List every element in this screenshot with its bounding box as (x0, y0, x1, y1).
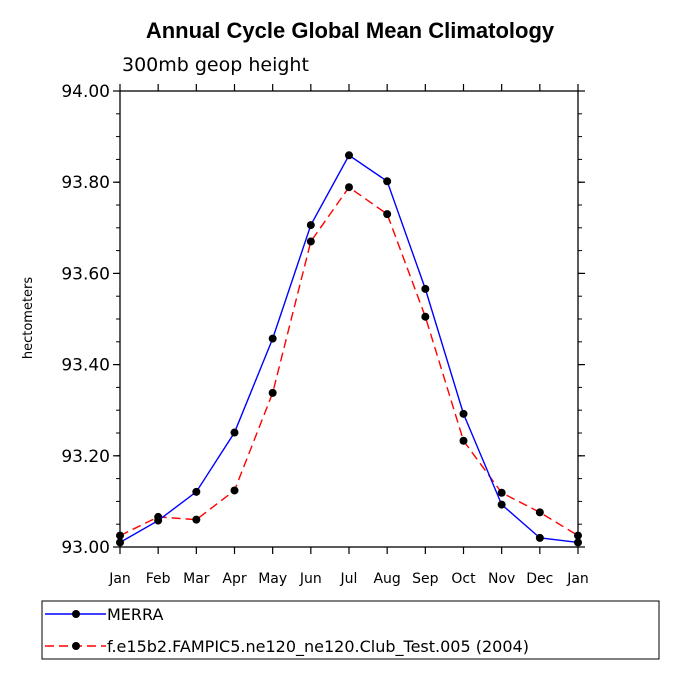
series-layer (116, 151, 582, 547)
x-tick-label: Jul (340, 571, 358, 587)
chart-title: Annual Cycle Global Mean Climatology (146, 18, 555, 43)
data-point (154, 516, 163, 525)
data-point (192, 515, 201, 524)
legend-box (41, 600, 660, 660)
data-point (497, 488, 506, 497)
legend-marker-0 (72, 610, 80, 618)
axis-ticks (113, 84, 585, 554)
data-point (230, 486, 239, 495)
x-tick-label: Jan (566, 571, 589, 587)
data-point (421, 312, 430, 321)
x-tick-label: Aug (373, 571, 400, 587)
data-point (116, 531, 124, 540)
data-point (383, 177, 392, 186)
x-tick-label: Feb (146, 571, 171, 587)
x-tick-label: Apr (222, 571, 246, 587)
x-tick-label: Oct (451, 571, 476, 587)
data-point (497, 500, 506, 509)
legend-marker-1 (72, 642, 80, 650)
x-tick-label: May (258, 571, 287, 587)
data-point (535, 533, 544, 542)
y-tick-label: 93.60 (61, 264, 110, 284)
data-point (268, 388, 277, 397)
x-tick-label: Jun (299, 571, 322, 587)
data-point (574, 538, 582, 547)
y-axis-label: hectometers (21, 277, 36, 360)
data-point (574, 531, 582, 540)
x-tick-labels: Jan Feb Mar Apr May Jun Jul Aug Sep Oct Nov Dec Jan (108, 571, 589, 587)
plot-frame (119, 90, 579, 548)
data-point (345, 183, 353, 192)
y-tick-label: 93.20 (61, 447, 110, 467)
x-tick-label: Jan (108, 571, 131, 587)
data-point (116, 538, 124, 547)
chart-subtitle: 300mb geop height (122, 54, 309, 76)
y-tick-label: 93.40 (61, 356, 110, 376)
y-tick-label: 94.00 (61, 82, 110, 102)
data-point (345, 151, 353, 160)
data-point (459, 409, 468, 418)
data-point (192, 487, 201, 496)
series-line-1 (119, 186, 579, 537)
data-point (535, 508, 544, 517)
series-line-0 (119, 154, 579, 544)
legend-label-1: f.e15b2.FAMPIC5.ne120_ne120.Club_Test.00… (107, 637, 529, 657)
y-tick-label: 93.80 (61, 173, 110, 193)
x-tick-label: Sep (412, 571, 439, 587)
data-point (230, 428, 239, 437)
data-point (268, 334, 277, 343)
data-point (383, 210, 392, 219)
data-point (421, 284, 430, 293)
x-tick-label: Dec (526, 571, 553, 587)
legend: MERRA f.e15b2.FAMPIC5.ne120_ne120.Club_Te… (45, 605, 529, 657)
data-point (459, 436, 468, 445)
x-tick-label: Nov (488, 571, 515, 587)
data-point (306, 221, 315, 230)
legend-label-0: MERRA (107, 605, 164, 624)
y-tick-label: 93.00 (61, 538, 110, 558)
data-point (306, 237, 315, 246)
y-tick-labels: 93.00 93.20 93.40 93.60 93.80 94.00 (61, 82, 110, 558)
x-tick-label: Mar (183, 571, 210, 587)
